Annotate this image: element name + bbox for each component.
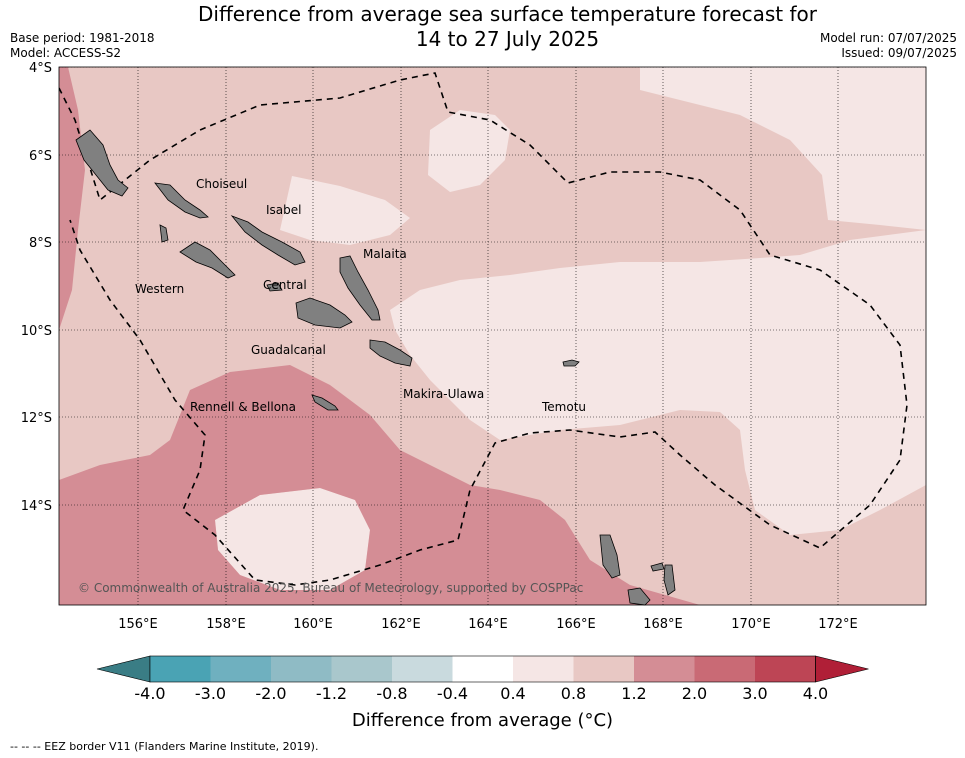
place-labels: Choiseul Isabel Malaita Western Central … <box>78 177 586 595</box>
place-malaita: Malaita <box>363 247 407 261</box>
colorbar-title: Difference from average (°C) <box>351 710 614 731</box>
small-island-a <box>650 562 665 572</box>
graticule <box>59 67 926 605</box>
colorbar-segment <box>331 656 392 682</box>
colorbar-under-arrow <box>96 655 151 683</box>
anomaly-zone-1.2-2.0-south <box>59 365 700 605</box>
lon-tick-label: 156°E <box>118 617 158 632</box>
chart-title: Difference from average sea surface temp… <box>0 2 965 52</box>
base-period: Base period: 1981-2018 <box>10 31 155 45</box>
small-island-c <box>266 282 283 292</box>
colorbar-labels: -4.0 -3.0 -2.0 -1.2 -0.8 -0.4 0.4 0.8 1.2 2.0 3.0 4… <box>134 684 828 703</box>
small-island-b <box>159 224 169 243</box>
lat-tick-label: 14°S <box>21 499 52 514</box>
colorbar-tick-label: 0.8 <box>561 684 586 703</box>
longitude-labels: 156°E 158°E 160°E 162°E 164°E 166°E 168°E 170°E… <box>118 617 858 632</box>
issued-date: Issued: 09/07/2025 <box>841 46 957 60</box>
lat-tick-label: 6°S <box>29 149 52 164</box>
colorbar-segment <box>392 656 453 682</box>
colorbar-tick-label: 0.4 <box>500 684 525 703</box>
anomaly-zone-0.4-0.8-north <box>390 67 926 535</box>
place-western: Western <box>135 282 184 296</box>
meta-left: Base period: 1981-2018 Model: ACCESS-S2 <box>10 31 155 61</box>
anomaly-zone-0.4-0.8-upper <box>428 110 510 192</box>
map-frame <box>58 66 927 606</box>
colorbar-tick-label: -0.4 <box>437 684 468 703</box>
colorbar-segment <box>271 656 332 682</box>
lat-tick-label: 10°S <box>21 324 52 339</box>
colorbar-tick-label: -3.0 <box>195 684 226 703</box>
place-choiseul: Choiseul <box>196 177 247 191</box>
eez-border <box>59 72 908 586</box>
colorbar-segment <box>573 656 634 682</box>
new-georgia-island <box>179 241 236 279</box>
place-central: Central <box>263 278 307 292</box>
colorbar-tick-label: 2.0 <box>682 684 707 703</box>
lon-tick-label: 164°E <box>468 617 508 632</box>
colorbar-over-arrow <box>815 655 869 683</box>
bougainville-island <box>75 129 129 197</box>
model-run: Model run: 07/07/2025 <box>819 31 957 45</box>
rennell-island <box>311 394 339 411</box>
model-name: Model: ACCESS-S2 <box>10 46 122 60</box>
makira-island <box>369 339 413 367</box>
colorbar-segment <box>150 656 211 682</box>
lat-tick-label: 12°S <box>21 411 52 426</box>
choiseul-island <box>154 182 209 219</box>
land-masses <box>75 129 676 606</box>
colorbar-segment <box>755 656 816 682</box>
anomaly-zone-0.4-0.8-south <box>215 488 370 590</box>
colorbar-segment <box>694 656 755 682</box>
colorbar-tick-label: -2.0 <box>255 684 286 703</box>
place-makira: Makira-Ulawa <box>403 387 484 401</box>
lon-tick-label: 158°E <box>206 617 246 632</box>
latitude-labels: 4°S 6°S 8°S 10°S 12°S 14°S <box>21 61 52 514</box>
map-area <box>59 67 926 605</box>
copyright-text: © Commonwealth of Australia 2025, Bureau… <box>78 581 583 595</box>
lon-tick-label: 168°E <box>643 617 683 632</box>
title-line-2: 14 to 27 July 2025 <box>415 27 600 51</box>
malaita-island <box>339 255 381 321</box>
vanuatu-malekula-island <box>663 564 676 596</box>
meta-right: Model run: 07/07/2025 Issued: 09/07/2025 <box>820 31 957 61</box>
lon-tick-label: 172°E <box>818 617 858 632</box>
anomaly-zone-0.4-0.8-isabel <box>280 176 410 245</box>
colorbar-tick-label: -0.8 <box>376 684 407 703</box>
lon-tick-label: 166°E <box>556 617 596 632</box>
lon-tick-label: 160°E <box>293 617 333 632</box>
place-isabel: Isabel <box>266 203 301 217</box>
santa-cruz-island <box>562 359 580 367</box>
colorbar-tick-label: 1.2 <box>621 684 646 703</box>
vanuatu-north-island <box>599 534 621 579</box>
anomaly-zone-0.4-0.8-right <box>640 67 926 230</box>
colorbar-tick-label: 4.0 <box>803 684 828 703</box>
lat-tick-label: 8°S <box>29 236 52 251</box>
place-temotu: Temotu <box>541 400 586 414</box>
eez-legend-note: -- -- -- EEZ border V11 (Flanders Marine… <box>10 740 319 753</box>
colorbar-tick-label: -1.2 <box>316 684 347 703</box>
colorbar-segment <box>210 656 271 682</box>
colorbar-frame <box>149 655 816 683</box>
colorbar-segment <box>513 656 574 682</box>
guadalcanal-island <box>295 297 353 329</box>
vanuatu-santo-island <box>627 587 651 606</box>
lon-tick-label: 162°E <box>381 617 421 632</box>
colorbar-tick-label: 3.0 <box>742 684 767 703</box>
lat-tick-label: 4°S <box>29 61 52 76</box>
colorbar <box>96 655 869 683</box>
colorbar-segment <box>452 656 513 682</box>
title-line-1: Difference from average sea surface temp… <box>197 2 817 26</box>
lon-tick-label: 170°E <box>731 617 771 632</box>
colorbar-segment <box>634 656 695 682</box>
place-guadalcanal: Guadalcanal <box>251 343 326 357</box>
colorbar-tick-label: -4.0 <box>134 684 165 703</box>
place-rennell: Rennell & Bellona <box>190 400 296 414</box>
isabel-island <box>230 215 306 266</box>
